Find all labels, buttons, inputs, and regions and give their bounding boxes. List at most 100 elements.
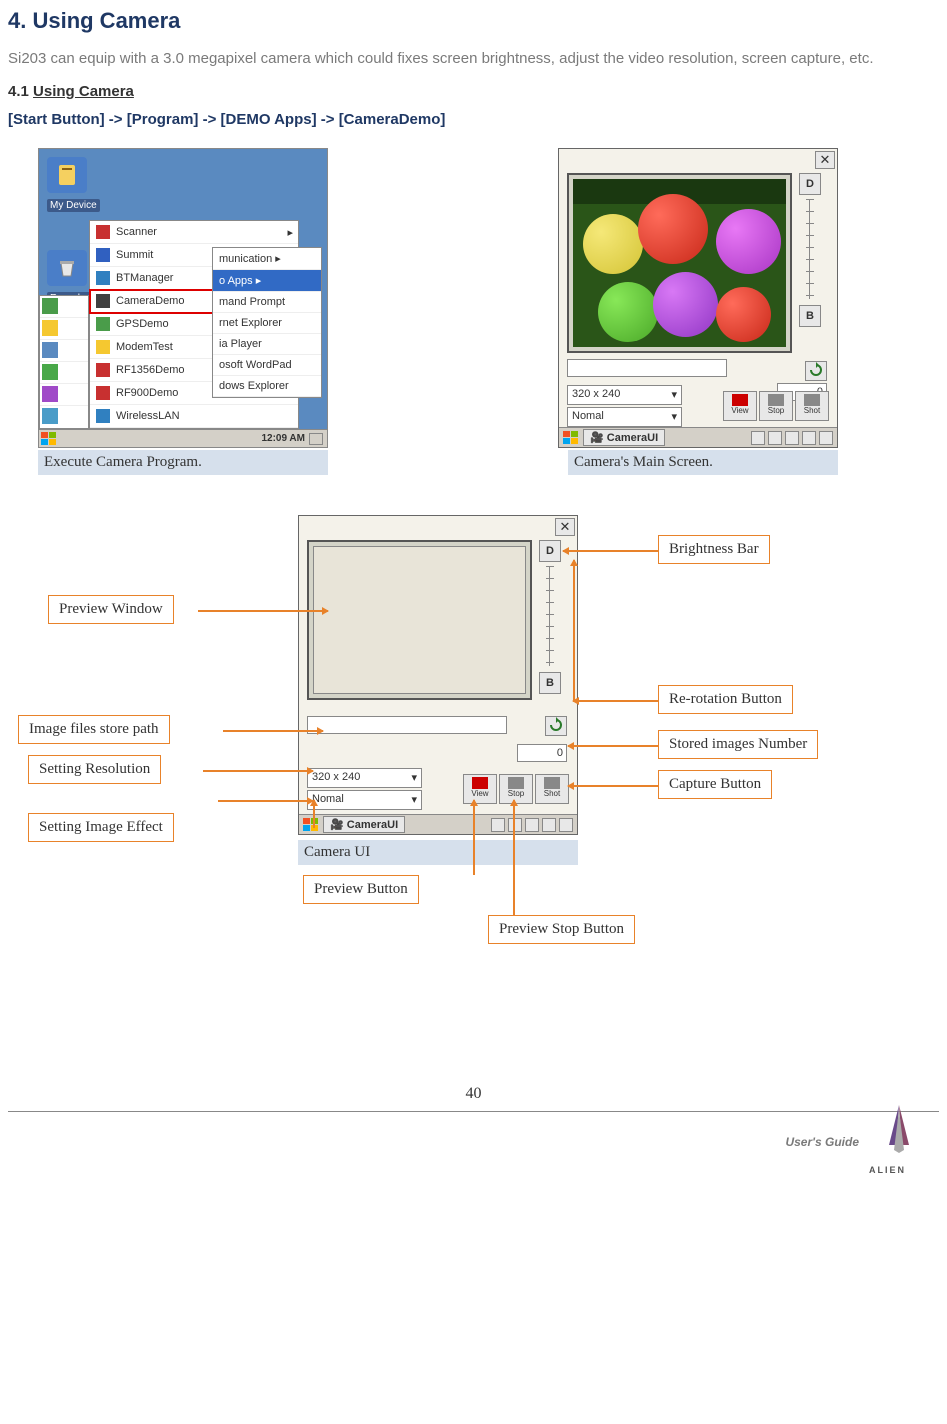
my-device-icon (47, 157, 87, 193)
screenshot-row: My Device Recycle Bin Scanner▸Summit▸BTM… (38, 148, 939, 475)
effect-select[interactable]: Nomal ▾ (307, 790, 422, 810)
guide-text: User's Guide (785, 1135, 859, 1149)
logo: ALIEN (869, 1105, 929, 1175)
tray-icon (491, 818, 505, 832)
label-store-path: Image files store path (18, 715, 170, 744)
preview-frame (567, 173, 792, 353)
arrow (573, 700, 658, 702)
path-box[interactable] (567, 359, 727, 377)
brightness-slider[interactable] (549, 566, 567, 666)
submenu-item[interactable]: osoft WordPad (213, 355, 321, 376)
arrow (223, 730, 323, 732)
resolution-select[interactable]: 320 x 240 ▾ (567, 385, 682, 405)
clock: 12:09 AM (261, 433, 305, 444)
tray-icon (542, 818, 556, 832)
left-menu-strip (39, 295, 89, 429)
label-preview-window: Preview Window (48, 595, 174, 624)
start-flag-icon (563, 431, 579, 445)
submenu-item[interactable]: rnet Explorer (213, 313, 321, 334)
close-button[interactable]: ✕ (555, 518, 575, 536)
arrow (568, 785, 658, 787)
close-button[interactable]: ✕ (815, 151, 835, 169)
navigation-path: [Start Button] -> [Program] -> [DEMO App… (8, 111, 939, 128)
submenu-item[interactable]: mand Prompt (213, 292, 321, 313)
tray-icon (508, 818, 522, 832)
d-button[interactable]: D (799, 173, 821, 195)
subsection-number: 4.1 (8, 83, 33, 100)
start-flag-icon (41, 432, 57, 446)
taskbar: 12:09 AM (39, 429, 327, 447)
screenshot-1-caption: Execute Camera Program. (38, 450, 328, 475)
footer-divider (8, 1111, 939, 1112)
rerotation-button[interactable] (805, 361, 827, 381)
label-resolution: Setting Resolution (28, 755, 161, 784)
tray-icon (802, 431, 816, 445)
tray-icon (525, 818, 539, 832)
shot-button[interactable]: Shot (795, 391, 829, 421)
label-effect: Setting Image Effect (28, 813, 174, 842)
taskbar-app[interactable]: 🎥 CameraUI (583, 429, 665, 446)
arrow (573, 560, 575, 700)
submenu-item[interactable]: munication ▸ (213, 248, 321, 270)
d-button[interactable]: D (539, 540, 561, 562)
diagram-caption: Camera UI (298, 840, 578, 865)
page-title: 4. Using Camera (8, 8, 939, 34)
stop-button[interactable]: Stop (759, 391, 793, 421)
tray-icon (751, 431, 765, 445)
shot-button[interactable]: Shot (535, 774, 569, 804)
b-button[interactable]: B (799, 305, 821, 327)
diagram-area: ✕ D B 0 320 x 240 ▾ Nomal ▾ View Stop Sh… (8, 505, 939, 1025)
arrow (563, 550, 658, 552)
submenu-item[interactable]: dows Explorer (213, 376, 321, 397)
camera-taskbar: 🎥 CameraUI (299, 814, 577, 834)
preview-window (307, 540, 532, 700)
tray-icon (309, 433, 323, 445)
menu-item[interactable]: Scanner▸ (90, 221, 298, 244)
arrow (198, 610, 328, 612)
screenshot-1-box: My Device Recycle Bin Scanner▸Summit▸BTM… (38, 148, 328, 448)
rerotation-button[interactable] (545, 716, 567, 736)
page-number: 40 (8, 1085, 939, 1103)
intro-text: Si203 can equip with a 3.0 megapixel cam… (8, 50, 939, 67)
screenshot-2-caption: Camera's Main Screen. (568, 450, 838, 475)
camera-buttons: View Stop Shot (723, 391, 829, 421)
tray-icons (751, 431, 833, 445)
submenu-item[interactable]: o Apps ▸ (213, 270, 321, 292)
effect-select[interactable]: Nomal ▾ (567, 407, 682, 427)
recycle-bin-icon (47, 250, 87, 286)
arrow (568, 745, 658, 747)
camera-taskbar: 🎥 CameraUI (559, 427, 837, 447)
arrow (218, 800, 313, 802)
tray-icon (768, 431, 782, 445)
submenu-panel: munication ▸o Apps ▸mand Promptrnet Expl… (212, 247, 322, 398)
arrow (473, 800, 475, 875)
brightness-slider[interactable] (809, 199, 827, 299)
screenshot-2: ✕ D B 0 320 x 240 ▾ Nomal ▾ View Stop Sh… (558, 148, 838, 475)
subsection-heading: 4.1 Using Camera (8, 83, 939, 101)
menu-item[interactable]: WirelessLAN (90, 405, 298, 428)
tray-icons (491, 818, 573, 832)
arrow (203, 770, 313, 772)
label-preview-button: Preview Button (303, 875, 419, 904)
taskbar-app[interactable]: 🎥 CameraUI (323, 816, 405, 833)
label-stop-button: Preview Stop Button (488, 915, 635, 944)
side-controls: D B (539, 540, 567, 698)
subsection-title: Using Camera (33, 83, 134, 100)
view-button[interactable]: View (723, 391, 757, 421)
preview-image (573, 179, 786, 347)
resolution-select[interactable]: 320 x 240 ▾ (307, 768, 422, 788)
submenu-item[interactable]: ia Player (213, 334, 321, 355)
label-stored-num: Stored images Number (658, 730, 818, 759)
b-button[interactable]: B (539, 672, 561, 694)
view-button[interactable]: View (463, 774, 497, 804)
my-device-label: My Device (47, 199, 100, 212)
footer: 40 User's Guide ALIEN (8, 1085, 939, 1185)
path-box[interactable] (307, 716, 507, 734)
camera-window: ✕ D B 0 320 x 240 ▾ Nomal ▾ View Stop Sh… (558, 148, 838, 448)
camera-ui-diagram: ✕ D B 0 320 x 240 ▾ Nomal ▾ View Stop Sh… (298, 515, 578, 835)
tray-icon (559, 818, 573, 832)
start-flag-icon (303, 818, 319, 832)
logo-text: ALIEN (869, 1165, 906, 1175)
tray-icon (819, 431, 833, 445)
label-capture: Capture Button (658, 770, 772, 799)
